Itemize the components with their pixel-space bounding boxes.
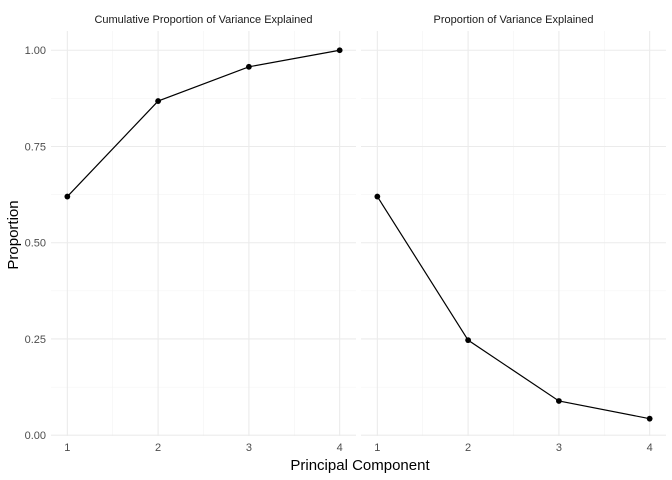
- data-point: [155, 98, 162, 104]
- data-point: [374, 193, 381, 200]
- data-point: [245, 63, 252, 70]
- y-tick-label: 1.00: [25, 45, 46, 57]
- data-point: [64, 193, 71, 200]
- series-line: [66, 49, 340, 197]
- series-line: [376, 196, 650, 420]
- x-tick-label: 1: [374, 442, 380, 454]
- x-tick-label: 1: [64, 442, 70, 454]
- x-tick-label: 2: [465, 442, 471, 454]
- data-point: [336, 47, 343, 54]
- data-point: [555, 398, 562, 404]
- y-tick-label: 0.00: [25, 430, 46, 442]
- data-point: [646, 415, 653, 422]
- y-tick-label: 0.75: [25, 141, 46, 153]
- panel-title: Cumulative Proportion of Variance Explai…: [94, 14, 312, 26]
- y-axis: 0.00 0.25 0.50 0.75 1.00: [25, 45, 46, 442]
- data-point: [465, 337, 472, 344]
- y-tick-label: 0.50: [25, 238, 46, 250]
- x-tick-label: 3: [246, 442, 252, 454]
- x-tick-label: 4: [337, 442, 343, 454]
- y-axis-title: Proportion: [5, 200, 22, 269]
- panel-title: Proportion of Variance Explained: [433, 14, 593, 26]
- panel-cumulative: Cumulative Proportion of Variance Explai…: [51, 14, 356, 454]
- x-tick-label: 4: [647, 442, 653, 454]
- panel-proportion: Proportion of Variance Explained 1 2 3 4: [361, 14, 666, 454]
- x-axis-title: Principal Component: [290, 457, 430, 474]
- x-tick-label: 3: [556, 442, 562, 454]
- y-tick-label: 0.25: [25, 334, 46, 346]
- x-tick-label: 2: [155, 442, 161, 454]
